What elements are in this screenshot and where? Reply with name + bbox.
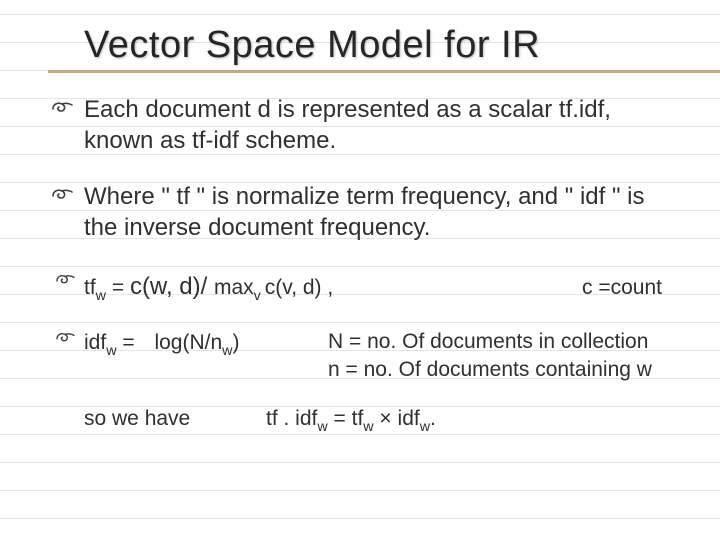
- idf-lhs-sub: w: [106, 343, 116, 359]
- title-wrap: Vector Space Model for IR: [84, 24, 672, 67]
- title-text: Vector Space Model for IR: [84, 24, 540, 66]
- slide-title: Vector Space Model for IR: [84, 24, 672, 67]
- idf-rhs-close: ): [232, 331, 239, 354]
- so-we-have: so we have tf . idfw = tfw × idfw.: [84, 407, 672, 434]
- tf-rhs-b: max: [214, 276, 254, 299]
- so-prefix: so we have: [84, 407, 234, 431]
- idf-explain-l1: N = no. Of documents in collection: [328, 330, 648, 353]
- swirl-bullet-icon: [54, 272, 78, 292]
- title-underline: [48, 70, 720, 73]
- swirl-bullet-icon: [50, 99, 74, 119]
- idf-lhs: idf: [84, 331, 106, 354]
- swirl-bullet-icon: [54, 330, 78, 350]
- so-sub1: w: [317, 419, 327, 435]
- so-mid: = tf: [328, 407, 364, 430]
- tf-slash: /: [201, 273, 214, 300]
- formula-tf: tfw = c(w, d)/ maxv c(v, d) , c =count: [84, 270, 672, 306]
- formula-idf: idfw = log(N/nw) N = no. Of documents in…: [84, 328, 672, 385]
- tf-note: c =count: [582, 273, 662, 302]
- so-eq-a: tf . idf: [266, 407, 317, 430]
- idf-explain: N = no. Of documents in collection n = n…: [328, 328, 652, 385]
- bullet-2: Where " tf " is normalize term frequency…: [84, 182, 672, 243]
- swirl-bullet-icon: [50, 186, 74, 206]
- bullet-1: Each document d is represented as a scal…: [84, 95, 672, 156]
- tf-rhs-a: c(w, d): [130, 273, 201, 300]
- so-sub2: w: [363, 419, 373, 435]
- bullet-2-text: Where " tf " is normalize term frequency…: [84, 183, 645, 241]
- tf-lhs: tf: [84, 276, 96, 299]
- idf-explain-l2: n = no. Of documents containing w: [328, 358, 652, 381]
- so-sub3: w: [420, 419, 430, 435]
- tf-lhs-sub: w: [96, 288, 106, 304]
- tf-rhs-b-sub: v: [254, 288, 265, 304]
- so-tail: .: [430, 407, 436, 430]
- bullet-1-text: Each document d is represented as a scal…: [84, 96, 611, 154]
- idf-rhs-sub: w: [222, 343, 232, 359]
- tf-rhs-c: c(v, d) ,: [265, 276, 333, 299]
- idf-eq: =: [122, 331, 140, 354]
- so-mid2: × idf: [374, 407, 420, 430]
- tf-eq: =: [112, 276, 130, 299]
- idf-rhs: log(N/n: [154, 331, 222, 354]
- slide: Vector Space Model for IR Each document …: [0, 0, 720, 458]
